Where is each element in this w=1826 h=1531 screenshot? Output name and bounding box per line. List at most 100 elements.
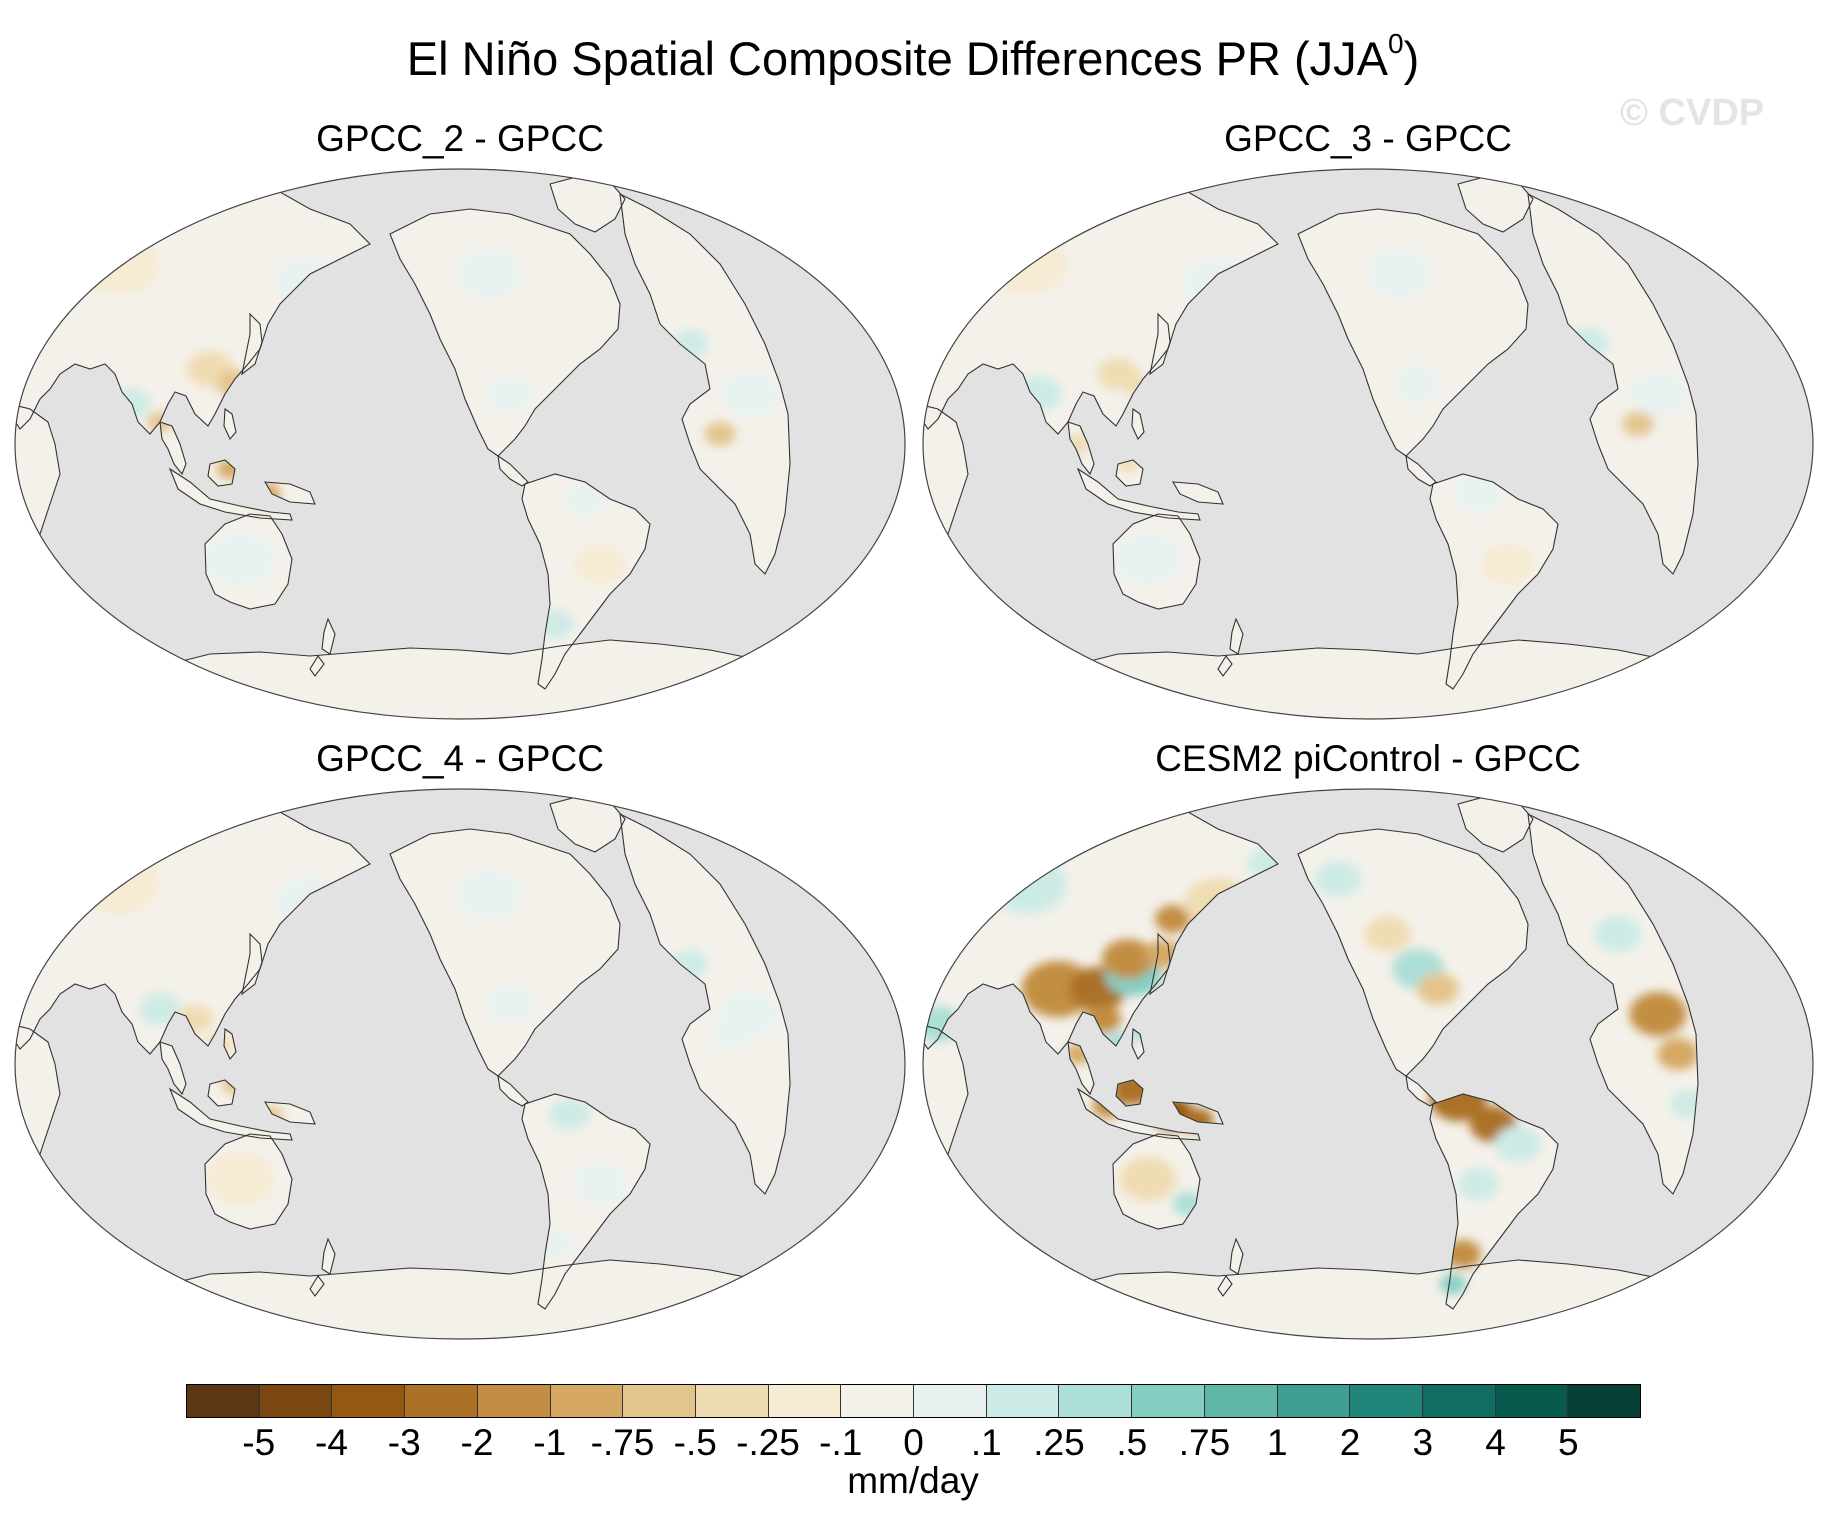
precip-anomaly-patch: [1394, 366, 1442, 402]
coastline: [1171, 481, 1224, 505]
precip-anomaly-patch: [486, 986, 534, 1022]
colorbar-tick-label: 4: [1485, 1422, 1506, 1463]
world-map: [922, 168, 1814, 720]
coastline: [619, 193, 791, 575]
map-border: [922, 168, 1814, 720]
coastline: [389, 208, 621, 457]
precip-anomaly-patch: [1417, 973, 1459, 1005]
coastline: [241, 312, 263, 376]
coastline: [159, 421, 187, 476]
world-map: [14, 788, 906, 1340]
colorbar-swatch: [1132, 1385, 1205, 1417]
coastline: [1131, 1027, 1145, 1061]
precip-anomaly-patch: [81, 854, 159, 914]
colorbar-tick-label: .75: [1178, 1422, 1231, 1463]
map-border: [922, 788, 1814, 1340]
coastline: [1149, 932, 1171, 996]
colorbar-swatch: [1350, 1385, 1423, 1417]
colorbar-tick-label: -1: [533, 1422, 567, 1463]
precip-anomaly-patch: [574, 544, 626, 584]
precip-anomaly-patch: [1457, 1168, 1499, 1200]
colorbar-swatch: [477, 1385, 551, 1417]
precip-anomaly-patch: [458, 250, 522, 298]
coastline: [159, 1041, 187, 1096]
colorbar-swatch: [1568, 1385, 1641, 1417]
coastline: [263, 481, 316, 505]
map-panel-2: GPCC_3 - GPCC: [918, 0, 1818, 720]
coastline: [1067, 1041, 1095, 1096]
precip-anomaly-patch: [1657, 1038, 1698, 1070]
coastline: [263, 1101, 316, 1125]
coastline: [1115, 1079, 1144, 1107]
colorbar-swatch: [695, 1385, 769, 1417]
precip-anomaly-patch: [704, 422, 736, 446]
coastline: [1297, 828, 1529, 1077]
coastline: [1112, 1133, 1201, 1230]
colorbar-swatch: [332, 1385, 406, 1417]
coastline: [1429, 473, 1559, 690]
coastline: [1115, 459, 1144, 487]
coastline: [321, 1237, 336, 1275]
coastline: [309, 655, 325, 677]
precip-anomaly-patch: [1622, 412, 1654, 436]
colorbar-tick-label: .25: [1033, 1422, 1085, 1463]
coastline: [309, 1275, 325, 1297]
colorbar-tick-label: .1: [970, 1422, 1002, 1463]
colorbar-tick-label: 1: [1266, 1422, 1288, 1463]
precip-anomaly-patch: [989, 234, 1067, 294]
coastline: [1297, 208, 1529, 457]
precip-anomaly-patch: [1364, 916, 1412, 952]
colorbar-tick-label: 2: [1339, 1422, 1361, 1463]
coastline: [1217, 655, 1233, 677]
coastline: [1112, 513, 1201, 610]
colorbar-swatch: [1495, 1385, 1569, 1417]
colorbar-tick-label: .5: [1116, 1422, 1148, 1463]
colorbar-swatch: [405, 1385, 478, 1417]
colorbar-swatch: [550, 1385, 624, 1417]
coastline: [204, 513, 293, 610]
precip-anomaly-patch: [1454, 476, 1502, 512]
precip-anomaly-patch: [1102, 939, 1154, 979]
map-border: [14, 168, 906, 720]
colorbar-tick-label: -3: [387, 1422, 421, 1463]
coastline: [1229, 1237, 1244, 1275]
colorbar-swatch: [259, 1385, 333, 1417]
precip-anomaly-patch: [1154, 905, 1192, 933]
panel-title: GPCC_2 - GPCC: [316, 118, 604, 159]
coastline: [1527, 813, 1699, 1195]
coastline: [207, 459, 236, 487]
panel-title: GPCC_4 - GPCC: [316, 738, 604, 779]
coastline: [1429, 1093, 1559, 1310]
precip-anomaly-patch: [1097, 358, 1139, 390]
coastline: [223, 1027, 237, 1061]
figure-title: El Niño Spatial Composite Differences PR…: [0, 28, 1826, 86]
precip-anomaly-patch: [574, 1164, 626, 1204]
colorbar-swatch: [841, 1385, 915, 1417]
world-map: [922, 788, 1814, 1340]
precip-anomaly-patch: [206, 533, 274, 585]
coastline: [1149, 312, 1171, 376]
coastline: [223, 407, 237, 441]
colorbar-tick-label: -4: [315, 1422, 348, 1463]
coastline: [389, 828, 621, 1077]
precip-anomaly-patch: [139, 993, 181, 1025]
title-close: ): [1403, 32, 1420, 85]
coastline: [1217, 1275, 1233, 1297]
coastline: [1067, 421, 1095, 476]
colorbar-tick-label: -.5: [673, 1422, 717, 1463]
panel-title: GPCC_3 - GPCC: [1224, 118, 1512, 159]
colorbar-swatch: [914, 1385, 987, 1417]
colorbar-swatch: [623, 1385, 696, 1417]
precip-anomaly-patch: [1494, 1126, 1542, 1162]
colorbar-tick-label: -.1: [819, 1422, 863, 1463]
colorbar-tick-label: 5: [1557, 1422, 1579, 1463]
colorbar-tick-label: -5: [242, 1422, 276, 1463]
panel-title: CESM2 piControl - GPCC: [1155, 738, 1581, 779]
precip-anomaly-patch: [989, 854, 1067, 914]
coastline: [1527, 193, 1699, 575]
world-map: [14, 168, 906, 720]
coastline: [168, 467, 293, 521]
coastline: [1076, 467, 1201, 521]
precip-anomaly-patch: [1314, 861, 1362, 897]
precip-anomaly-patch: [1629, 372, 1687, 416]
